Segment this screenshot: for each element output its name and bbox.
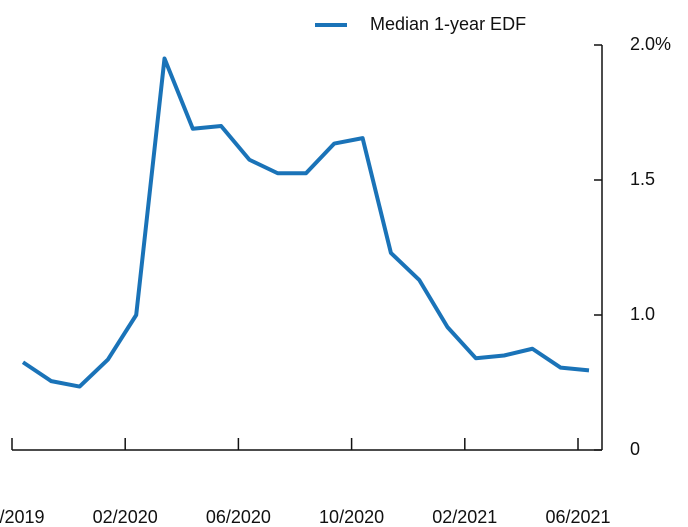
- x-tick-label: 06/2021: [545, 507, 610, 527]
- x-tick-label: 02/2020: [93, 507, 158, 527]
- x-tick-label: 06/2020: [206, 507, 271, 527]
- x-tick-label: 10/2020: [319, 507, 384, 527]
- y-tick-label: 0: [630, 439, 640, 459]
- legend-label: Median 1-year EDF: [370, 14, 526, 34]
- x-tick-label: 02/2021: [432, 507, 497, 527]
- x-tick-label: 10/2019: [0, 507, 45, 527]
- line-series: [21, 56, 590, 389]
- y-tick-label: 1.0: [630, 304, 655, 324]
- y-tick-label: 2.0%: [630, 34, 671, 54]
- y-tick-label: 1.5: [630, 169, 655, 189]
